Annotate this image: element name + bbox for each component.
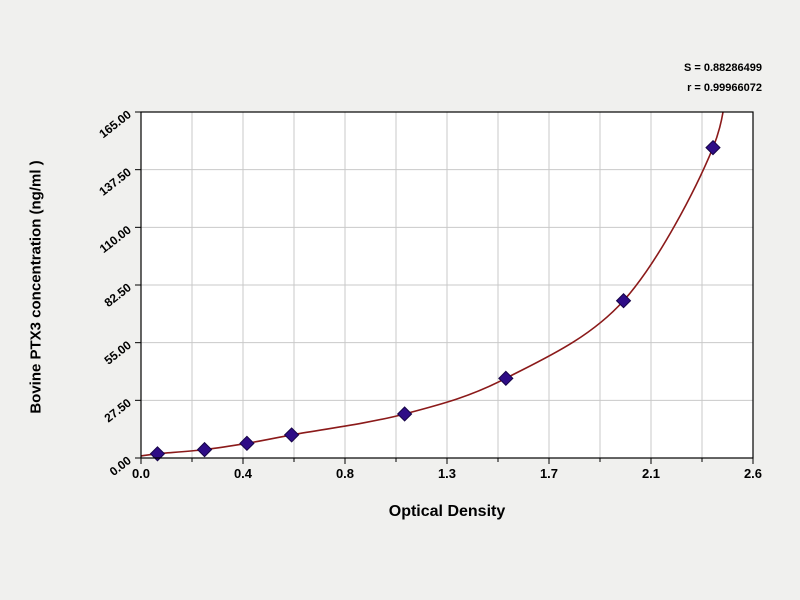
y-tick-label: 110.00 [97,222,134,255]
fit-statistics: S = 0.88286499 r = 0.99966072 [684,58,762,98]
y-tick-label: 0.00 [107,453,134,479]
x-tick-label: 0.8 [336,466,354,481]
data-point [498,370,514,387]
y-tick-label: 137.50 [96,165,134,199]
fit-stat-s: S = 0.88286499 [684,62,762,74]
x-tick-label: 2.1 [642,466,660,481]
y-axis-title: Bovine PTX3 concentration (ng/ml ) [27,160,45,414]
x-tick-label: 1.3 [438,466,456,481]
y-tick-label: 27.50 [102,395,135,425]
y-tick-label: 165.00 [96,107,134,141]
plot-border [140,111,754,459]
x-axis-title: Optical Density [388,503,506,520]
x-tick-label: 0.0 [132,466,150,481]
data-point [283,427,300,443]
x-tick-label: 1.7 [540,466,558,481]
data-point [396,406,413,422]
data-point [196,441,213,458]
y-tick-label: 82.50 [102,280,135,310]
data-point [615,293,632,309]
data-point [239,435,255,452]
x-tick-label: 2.6 [744,466,762,481]
fit-stat-r: r = 0.99966072 [687,82,762,94]
x-tick-label: 0.4 [234,466,253,481]
y-tick-label: 55.00 [102,338,135,368]
data-point [705,139,721,156]
data-point [149,446,166,462]
